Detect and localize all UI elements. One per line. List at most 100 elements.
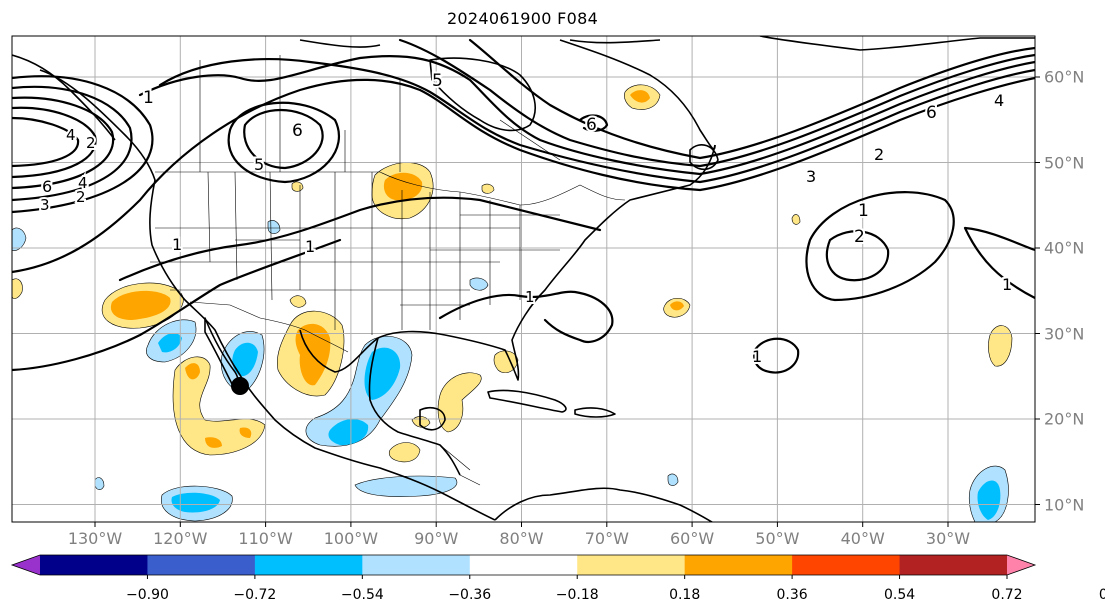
longitude-label: 80°W [499, 529, 544, 548]
central-america-lines [439, 444, 481, 486]
colorbar [10, 554, 1037, 579]
contour-label: 1 [305, 237, 315, 256]
neg-anomaly-region [12, 227, 27, 251]
contour-line [227, 101, 341, 184]
neg-anomaly-region [469, 277, 489, 291]
neg-anomaly-region [171, 492, 220, 513]
colorbar-segment [469, 555, 578, 575]
contour-line [118, 196, 602, 282]
contour-line [805, 191, 955, 302]
contour-label: 1 [1002, 275, 1012, 294]
mexico-east-coast [368, 337, 461, 476]
longitude-label: 60°W [670, 529, 715, 548]
longitude-label: 30°W [925, 529, 971, 548]
south-america-coast [494, 487, 713, 522]
hispaniola [574, 407, 616, 418]
canada-province-lines [199, 55, 561, 172]
greenland [759, 36, 1035, 51]
colorbar-tick-label: −0.18 [555, 587, 599, 603]
contour-line [12, 75, 154, 214]
contour-label: 6 [292, 121, 303, 141]
contour-line [468, 38, 1035, 160]
pos-anomaly-region [493, 350, 519, 373]
contour-label: 5 [254, 155, 264, 174]
latitude-label: 50°N [1044, 153, 1085, 172]
colorbar-tick-label: −0.36 [448, 587, 492, 603]
contour-label: 5 [432, 71, 443, 91]
contour-label-layer: 1 4 2 6 4 3 2 6 5 5 6 1 1 1 1 1 2 1 3 2 … [38, 69, 1014, 368]
arctic-islands [299, 39, 661, 48]
axis-ticks [94, 76, 1040, 527]
contour-line [12, 76, 1035, 274]
contour-label: 3 [806, 167, 816, 186]
latitude-label: 60°N [1044, 67, 1085, 87]
contour-line [138, 55, 1035, 176]
height-contours [12, 38, 1035, 374]
colorbar-segment [147, 555, 256, 575]
contour-label: 2 [76, 188, 86, 206]
contour-label: 1 [752, 347, 762, 366]
gulf-of-mexico-coast [299, 144, 716, 381]
longitude-label: 40°W [840, 529, 885, 548]
pos-anomaly-region [988, 325, 1013, 367]
contour-label: 6 [42, 177, 52, 196]
contour-label: 6 [926, 103, 937, 123]
contour-label: 6 [586, 115, 597, 135]
colorbar-extend-high [1007, 555, 1035, 575]
colorbar-segment [40, 555, 148, 575]
pos-anomaly-region [185, 363, 252, 448]
neg-anomaly-region [328, 347, 401, 446]
colorbar-segment [792, 555, 901, 575]
contour-line [825, 230, 890, 282]
coastlines [12, 36, 1035, 522]
map-title: 2024061900 F084 [446, 9, 599, 28]
colorbar-tick-label: 0.54 [883, 587, 916, 603]
colorbar-tick-label: 0.36 [776, 587, 808, 603]
neg-anomaly-region [232, 342, 258, 377]
contour-line [12, 96, 115, 190]
longitude-label: 110°W [238, 529, 293, 548]
longitude-label: 100°W [323, 529, 379, 548]
colorbar-segment [684, 555, 793, 575]
colorbar-tick-label: 0.18 [669, 587, 701, 603]
pos-anomaly-region [110, 290, 171, 320]
graticule [12, 36, 1035, 522]
contour-label: 1 [172, 235, 182, 254]
contour-line [12, 238, 342, 372]
neg-anomaly-region [94, 473, 679, 490]
location-marker [231, 377, 249, 395]
pos-anomaly-region [670, 301, 684, 311]
pos-anomaly-region [388, 416, 431, 463]
map-frame [11, 35, 1036, 523]
longitude-label: 120°W [153, 529, 208, 548]
latitude-label: 20°N [1044, 409, 1085, 429]
contour-label: 1 [525, 288, 535, 306]
colorbar-outline [10, 554, 1037, 576]
latitude-label: 40°N [1044, 238, 1085, 258]
colorbar-segment [577, 555, 686, 575]
longitude-label: 50°W [755, 529, 800, 548]
us-canada-border [155, 171, 626, 206]
neg-anomaly-region [977, 480, 1001, 520]
contour-label: 2 [86, 134, 96, 152]
latitude-label: 30°N [1044, 324, 1085, 343]
contour-label: 4 [78, 174, 88, 192]
contour-line [243, 108, 324, 170]
contour-label: 2 [874, 145, 884, 164]
latitude-label: 10°N [1044, 495, 1085, 514]
contour-line [963, 226, 1035, 300]
us-mexico-border [189, 301, 349, 353]
contour-line [438, 290, 614, 343]
contour-label: 2 [854, 227, 865, 247]
colorbar-tick-label: 0.90 [1098, 587, 1105, 603]
contour-line [12, 85, 133, 202]
pos-anomaly-region [12, 278, 23, 299]
contour-label: 3 [40, 196, 50, 214]
yucatan [419, 406, 446, 431]
contour-label: 1 [143, 88, 154, 108]
colorbar-tick-label: −0.54 [340, 587, 384, 603]
pos-anomaly-region [291, 181, 801, 225]
neg-anomaly-region [158, 333, 182, 353]
map-background [12, 36, 1035, 522]
